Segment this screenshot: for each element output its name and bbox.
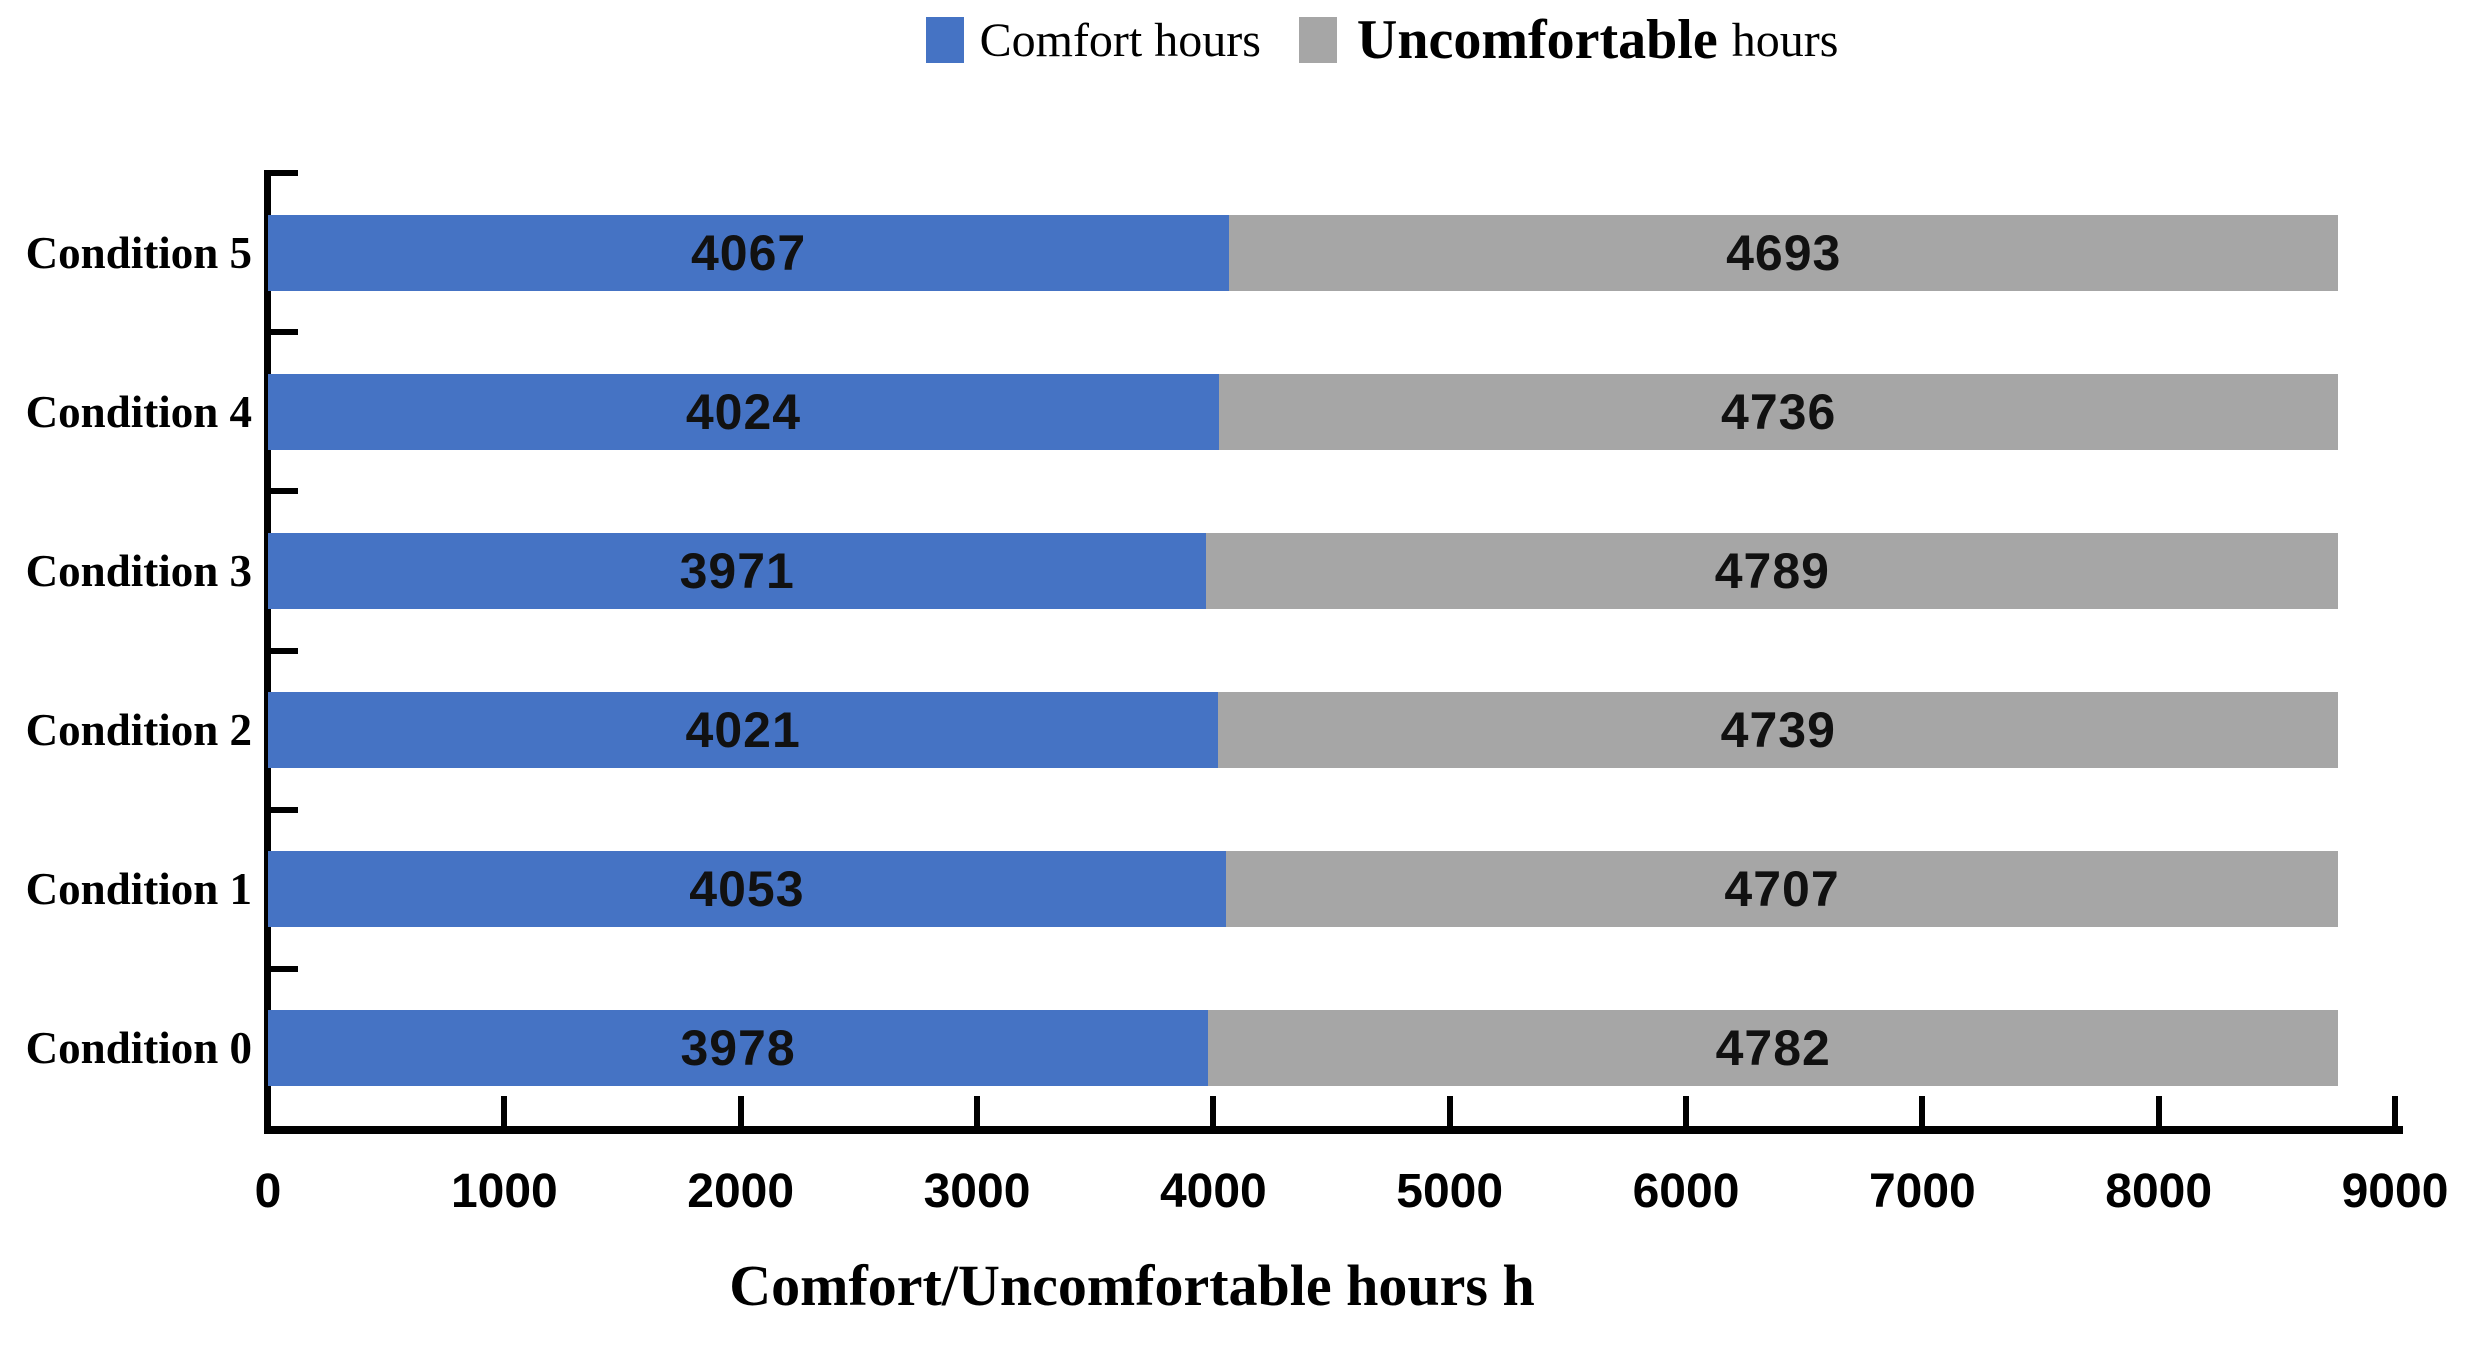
category-label-condition-3: Condition 3 [25, 545, 252, 596]
x-axis-tick [1919, 1096, 1926, 1126]
x-axis-tick [1446, 1096, 1453, 1126]
bar-segment-comfort: 4067 [268, 214, 1230, 291]
bar-row-condition-4: 4024 4736 [268, 373, 2395, 450]
bar-segment-uncomfortable: 4789 [1206, 532, 2339, 609]
category-label-condition-4: Condition 4 [25, 386, 252, 437]
bar-value-label: 4707 [1724, 861, 1840, 918]
x-axis-title: Comfort/Uncomfortable hours h [729, 1253, 1535, 1318]
x-axis-tick [1210, 1096, 1217, 1126]
bar-segment-uncomfortable: 4782 [1208, 1010, 2339, 1087]
legend-swatch-uncomfortable-icon [1298, 17, 1337, 63]
bar-row-condition-2: 4021 4739 [268, 692, 2395, 769]
x-tick-label: 8000 [2105, 1165, 2213, 1218]
bar-row-condition-1: 4053 4707 [268, 851, 2395, 928]
x-tick-label: 9000 [2341, 1165, 2449, 1218]
x-tick-label: 0 [254, 1165, 282, 1218]
category-label-condition-5: Condition 5 [25, 227, 252, 278]
x-axis-tick [2155, 1096, 2162, 1126]
bar-value-label: 4789 [1714, 542, 1830, 599]
x-axis-tick [501, 1096, 508, 1126]
bar-value-label: 3978 [680, 1020, 796, 1077]
y-axis-tick [268, 647, 298, 654]
bar-segment-comfort: 3978 [268, 1010, 1209, 1087]
x-axis-line [264, 1126, 2403, 1134]
category-label-condition-1: Condition 1 [25, 864, 252, 915]
bar-value-label: 4739 [1720, 702, 1836, 759]
bar-value-label: 4053 [689, 861, 805, 918]
chart-legend: Comfort hours Uncomfortable hours [0, 8, 2484, 72]
x-tick-label: 6000 [1632, 1165, 1740, 1218]
category-label-condition-0: Condition 0 [25, 1023, 252, 1074]
bar-row-condition-0: 3978 4782 [268, 1010, 2395, 1087]
bar-segment-comfort: 3971 [268, 532, 1207, 609]
bar-value-label: 4067 [690, 224, 807, 281]
y-axis-tick [268, 965, 298, 972]
bar-segment-comfort: 4024 [268, 373, 1219, 450]
x-axis-tick [974, 1096, 980, 1126]
x-tick-label: 3000 [923, 1165, 1031, 1218]
bar-row-condition-5: 4067 4693 [268, 214, 2395, 291]
bar-value-label: 3971 [679, 542, 795, 599]
bar-value-label: 4693 [1726, 224, 1842, 281]
x-tick-label: 5000 [1396, 1165, 1504, 1218]
bar-value-label: 4782 [1715, 1020, 1831, 1077]
legend-label-comfort: Comfort hours [979, 13, 1261, 67]
x-tick-label: 7000 [1868, 1165, 1976, 1218]
bar-segment-uncomfortable: 4693 [1229, 214, 2339, 291]
x-axis-tick [1683, 1096, 1689, 1126]
bar-segment-comfort: 4053 [268, 851, 1226, 928]
y-axis-tick [268, 806, 298, 813]
x-axis-tick [737, 1096, 744, 1126]
bar-value-label: 4736 [1721, 383, 1837, 440]
y-axis-tick [268, 329, 298, 336]
bar-value-label: 4021 [685, 702, 801, 759]
legend-label-uncomfortable-suffix: hours [1731, 13, 1839, 67]
y-axis-tick [268, 488, 298, 495]
bar-segment-uncomfortable: 4736 [1219, 373, 2339, 450]
x-axis-tick [265, 1096, 271, 1126]
bar-value-label: 4024 [685, 383, 802, 440]
bar-segment-comfort: 4021 [268, 692, 1219, 769]
y-axis-line [264, 170, 271, 1134]
legend-label-uncomfortable-main: Uncomfortable [1356, 9, 1718, 71]
bar-segment-uncomfortable: 4739 [1218, 692, 2339, 769]
bar-row-condition-3: 3971 4789 [268, 532, 2395, 609]
x-tick-label: 1000 [450, 1165, 558, 1218]
category-label-condition-2: Condition 2 [25, 705, 252, 756]
bar-segment-uncomfortable: 4707 [1225, 851, 2339, 928]
y-axis-tick [268, 170, 298, 176]
x-tick-label: 2000 [687, 1165, 795, 1218]
legend-swatch-comfort-icon [925, 17, 964, 63]
x-tick-label: 4000 [1159, 1165, 1267, 1218]
x-axis-tick [2392, 1096, 2398, 1126]
